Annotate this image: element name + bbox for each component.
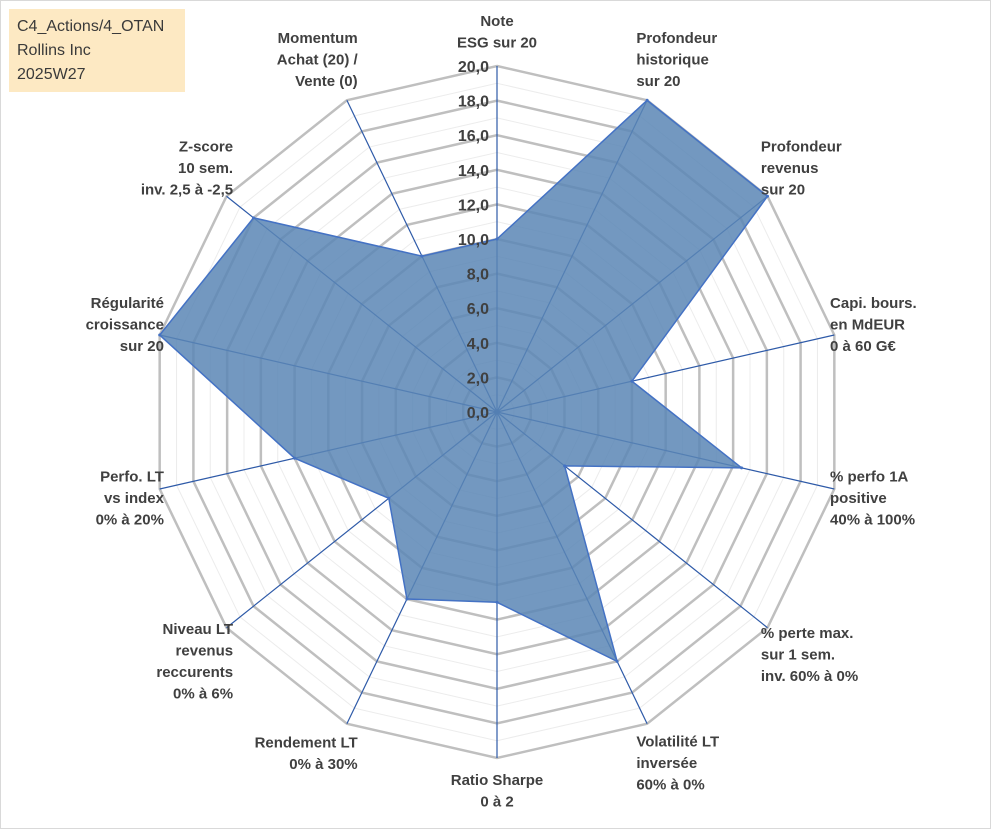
axis-label: Régularité croissance sur 20 [86, 295, 164, 355]
axis-label-line: 0% à 6% [173, 686, 233, 703]
data-point [252, 216, 256, 220]
axis-label-line: 0% à 20% [96, 512, 164, 529]
data-point [645, 98, 649, 102]
axis-label-line: Rendement LT [255, 734, 358, 751]
info-line-category: C4_Actions/4_OTAN [17, 18, 165, 35]
axis-label: Perfo. LT vs index 0% à 20% [96, 469, 165, 529]
data-point [766, 194, 770, 198]
axis-label-line: vs index [104, 490, 165, 507]
axis-label: Volatilité LT inversée 60% à 0% [636, 733, 719, 793]
data-point [563, 464, 567, 468]
axis-label: Z-score 10 sem. inv. 2,5 à -2,5 [141, 138, 233, 198]
data-point [387, 496, 391, 500]
axis-label: Ratio Sharpe 0 à 2 [451, 772, 544, 811]
axis-label-line: Momentum [278, 30, 358, 47]
axis-label-line: inv. 2,5 à -2,5 [141, 181, 233, 198]
axis-label-line: sur 1 sem. [761, 647, 835, 664]
axis-label-line: croissance [86, 316, 164, 333]
axis-label: Momentum Achat (20) / Vente (0) [277, 30, 359, 90]
series-layer [158, 98, 770, 663]
tick-label: 4,0 [467, 336, 489, 353]
data-point [495, 600, 499, 604]
info-box: C4_Actions/4_OTAN Rollins Inc 2025W27 [9, 9, 185, 92]
info-line-company: Rollins Inc [17, 42, 91, 59]
tick-label: 0,0 [467, 405, 489, 422]
axis-label: Note ESG sur 20 [457, 13, 537, 52]
axis-label-line: Perfo. LT [100, 469, 164, 486]
tick-label: 16,0 [458, 128, 489, 145]
axis-label-line: Niveau LT [163, 621, 234, 638]
axis-label-line: revenus [761, 160, 819, 177]
axis-label: Niveau LT revenus reccurents 0% à 6% [156, 621, 233, 703]
series-area [158, 99, 769, 663]
axis-label-line: Z-score [179, 138, 233, 155]
axis-label-line: reccurents [156, 664, 233, 681]
tick-label: 6,0 [467, 301, 489, 318]
tick-label: 8,0 [467, 267, 489, 284]
axis-label-line: inversée [636, 755, 697, 772]
axis-label-line: Ratio Sharpe [451, 772, 544, 789]
tick-label: 18,0 [458, 94, 489, 111]
axis-label-line: Profondeur [636, 30, 717, 47]
axis-label-line: Note [480, 13, 513, 30]
axis-label: Capi. bours. en MdEUR 0 à 60 G€ [830, 295, 917, 355]
axis-label-line: 0 à 60 G€ [830, 338, 897, 355]
axis-label-line: sur 20 [761, 181, 805, 198]
axis-label-line: % perte max. [761, 625, 854, 642]
data-point [293, 456, 297, 460]
axis-label-line: 10 sem. [178, 160, 233, 177]
tick-label: 10,0 [458, 232, 489, 249]
info-line-week: 2025W27 [17, 66, 86, 83]
axis-label: % perte max. sur 1 sem. inv. 60% à 0% [761, 625, 858, 685]
axis-label-line: Achat (20) / [277, 52, 359, 69]
axis-label-line: revenus [176, 643, 234, 660]
axis-label-line: ESG sur 20 [457, 35, 537, 52]
axis-label-line: Volatilité LT [636, 733, 719, 750]
axis-labels: Note ESG sur 20 Profondeur historique sur 20… [86, 13, 917, 811]
axis-label-line: Régularité [91, 295, 164, 312]
data-point [740, 466, 744, 470]
axis-label-line: en MdEUR [830, 316, 905, 333]
axis-label-line: historique [636, 52, 709, 69]
axis-label-line: Vente (0) [295, 73, 358, 90]
axis-label-line: 40% à 100% [830, 512, 915, 529]
tick-label: 2,0 [467, 370, 489, 387]
axis-label: Profondeur historique sur 20 [636, 30, 717, 90]
axis-label-line: 60% à 0% [636, 776, 704, 793]
tick-label: 14,0 [458, 163, 489, 180]
axis-label-line: inv. 60% à 0% [761, 668, 858, 685]
data-point [405, 597, 409, 601]
axis-label-line: Profondeur [761, 138, 842, 155]
axis-label: % perfo 1A positive 40% à 100% [830, 469, 915, 529]
axis-label-line: positive [830, 490, 887, 507]
data-point [615, 659, 619, 663]
tick-label: 20,0 [458, 59, 489, 76]
axis-label-line: 0% à 30% [289, 756, 357, 773]
axis-label: Rendement LT 0% à 30% [255, 734, 358, 773]
axis-label-line: sur 20 [636, 73, 680, 90]
data-point [420, 254, 424, 258]
tick-labels: 0,0 2,0 4,0 6,0 8,0 10,0 12,0 14,0 16,0 18,0 20,0 [458, 59, 489, 422]
data-point [158, 333, 162, 337]
axis-label-line: 0 à 2 [480, 794, 513, 811]
axis-label: Profondeur revenus sur 20 [761, 138, 842, 198]
axis-label-line: Capi. bours. [830, 295, 917, 312]
axis-label-line: sur 20 [120, 338, 164, 355]
axis-label-line: % perfo 1A [830, 469, 909, 486]
tick-label: 12,0 [458, 197, 489, 214]
data-point [495, 237, 499, 241]
data-point [630, 379, 634, 383]
